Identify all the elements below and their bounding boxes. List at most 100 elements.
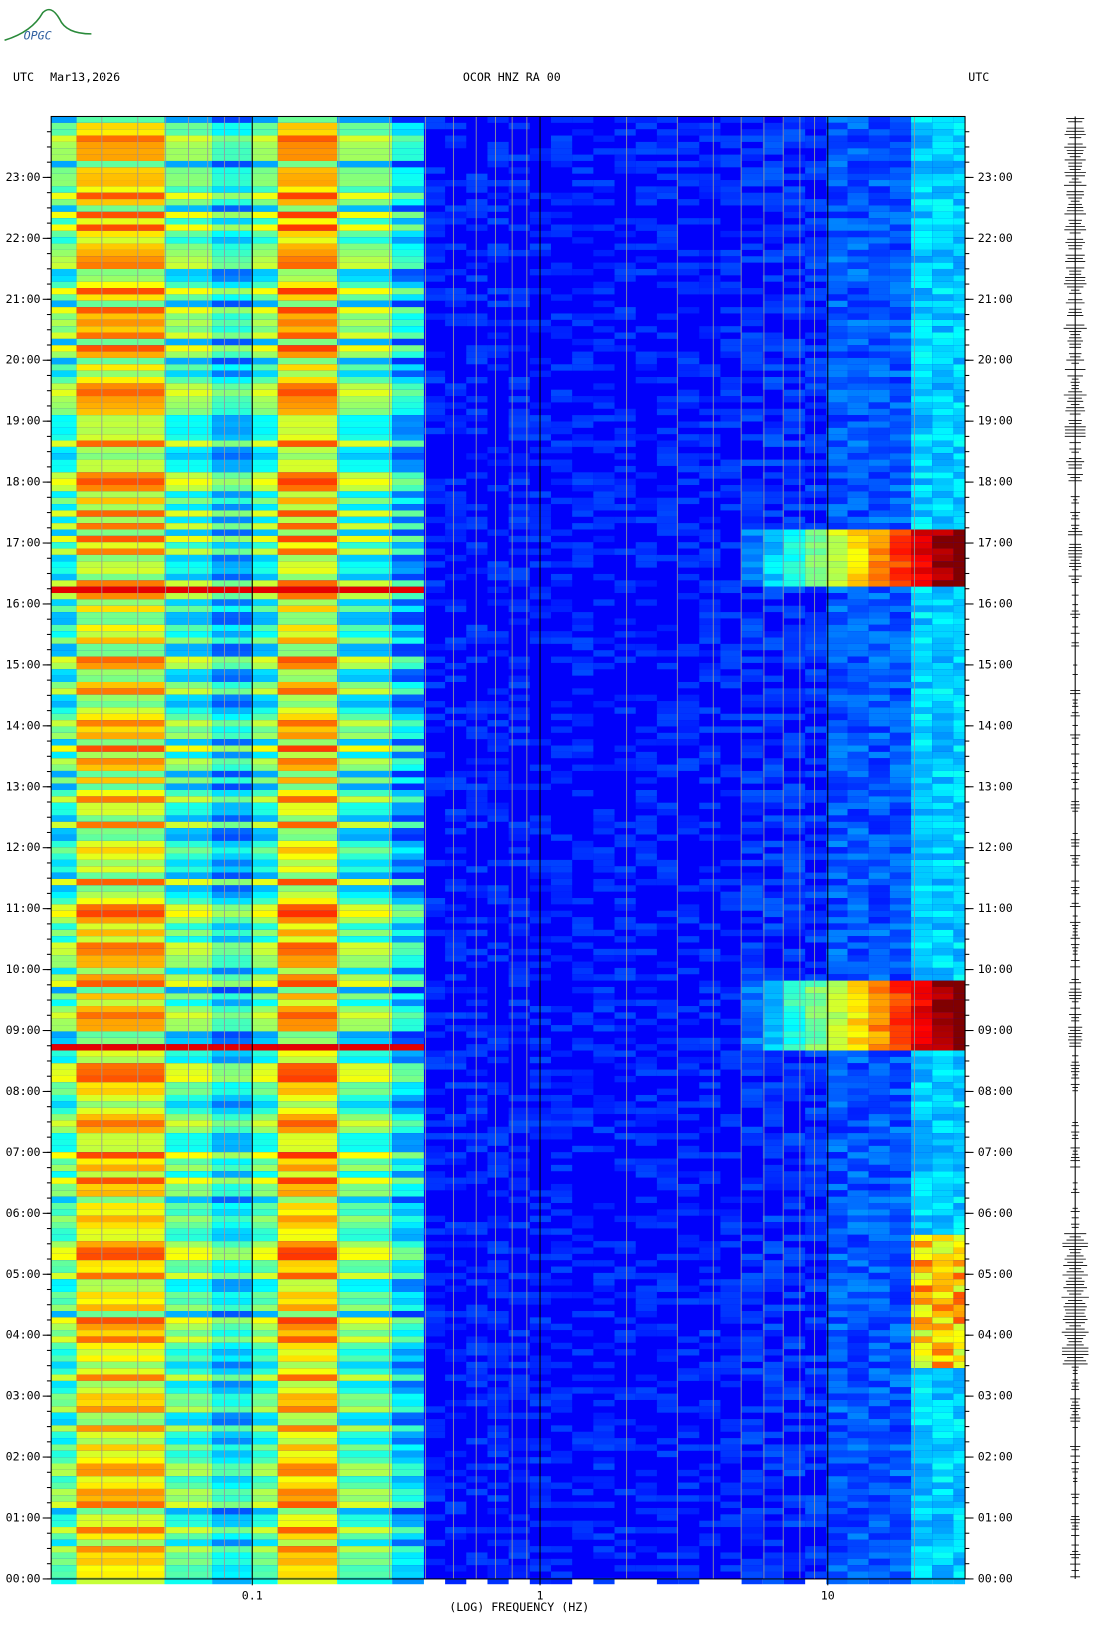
spectrogram-cell [932,1412,954,1420]
spectrogram-cell [847,408,869,416]
spectrogram-cell [847,770,869,778]
spectrogram-cell [76,1279,165,1286]
spectrogram-cell [826,1190,848,1197]
spectrogram-cell [911,1317,933,1324]
spectrogram-cell [392,237,424,244]
spectrogram-cell [337,262,393,269]
spectrogram-cell [699,192,721,200]
spectrogram-cell [487,885,509,892]
spectrogram-cell [487,243,509,250]
spectrogram-cell [868,1196,890,1203]
spectrogram-cell [392,637,424,644]
spectrogram-cell [932,605,954,613]
spectrogram-cell [932,427,954,435]
spectrogram-cell [868,160,890,168]
spectrogram-cell [466,1361,488,1369]
spectrogram-cell [337,313,393,320]
spectrogram-cell [911,1368,933,1375]
spectrogram-cell [826,891,848,899]
spectrogram-cell [572,1069,594,1076]
spectrogram-cell [392,421,424,428]
spectrogram-cell [953,885,966,892]
spectrogram-cell [251,1247,278,1254]
spectrogram-cell [423,898,446,905]
spectrogram-cell [392,523,424,530]
spectrogram-cell [868,1145,890,1153]
spectrogram-cell [277,669,338,676]
spectrogram-cell [572,967,594,975]
spectrogram-cell [277,1101,338,1108]
spectrogram-cell [251,1425,278,1432]
spectrogram-cell [741,154,763,161]
spectrogram-cell [251,745,278,752]
spectrogram-cell [466,1374,488,1381]
spectrogram-cell [889,1349,912,1356]
spectrogram-cell [593,859,615,867]
spectrogram-cell [932,135,954,142]
spectrogram-cell [953,1063,966,1070]
spectrogram-cell [783,662,806,670]
spectrogram-cell [551,891,573,899]
spectrogram-cell [392,1152,424,1159]
spectrogram-cell [783,338,806,346]
spectrogram-cell [889,840,912,848]
spectrogram-cell [847,421,869,428]
spectrogram-cell [392,1260,424,1267]
spectrogram-cell [741,898,763,905]
spectrogram-cell [678,764,700,771]
spectrogram-cell [741,332,763,339]
spectrogram-cell [953,1037,966,1045]
spectrogram-cell [251,446,278,454]
spectrogram-cell [572,1018,594,1026]
spectrogram-cell [76,288,165,295]
spectrogram-cell [277,230,338,238]
spectrogram-cell [741,1025,763,1032]
spectrogram-cell [953,262,966,269]
spectrogram-cell [337,275,393,282]
spectrogram-cell [212,122,252,130]
spectrogram-cell [656,878,679,886]
spectrogram-cell [508,1037,530,1045]
spectrogram-cell [508,1342,530,1350]
spectrogram-cell [699,637,721,644]
spectrogram-cell [212,675,252,682]
spectrogram-cell [932,1171,954,1178]
spectrogram-cell [932,554,954,562]
spectrogram-cell [932,1374,954,1381]
spectrogram-cell [51,199,77,206]
spectrogram-cell [805,1228,827,1235]
spectrogram-cell [868,338,890,346]
spectrogram-cell [76,1056,165,1064]
spectrogram-cell [783,605,806,613]
spectrogram-cell [741,1069,763,1076]
spectrogram-cell [911,993,933,1000]
spectrogram-cell [337,1234,393,1242]
spectrogram-cell [423,1304,446,1312]
spectrogram-cell [847,1120,869,1127]
spectrogram-cell [76,1209,165,1216]
spectrogram-cell [337,434,393,441]
spectrogram-cell [847,637,869,644]
spectrogram-cell [932,955,954,962]
spectrogram-cell [889,961,912,968]
spectrogram-cell [76,859,165,867]
spectrogram-cell [445,878,467,886]
spectrogram-cell [277,1399,338,1407]
spectrogram-cell [76,815,165,822]
spectrogram-cell [51,675,77,682]
spectrogram-cell [762,345,784,352]
spectrogram-cell [847,1202,869,1210]
spectrogram-cell [251,154,278,161]
spectrogram-cell [783,389,806,397]
spectrogram-cell [678,1044,700,1051]
spectrogram-cell [51,554,77,562]
spectrogram-cell [277,319,338,327]
spectrogram-cell [51,961,77,968]
spectrogram-cell [720,1425,742,1432]
spectrogram-cell [953,1202,966,1210]
spectrogram-cell [656,186,679,193]
spectrogram-cell [953,1260,966,1267]
spectrogram-cell [847,1088,869,1095]
spectrogram-cell [932,262,954,269]
spectrogram-cell [889,1298,912,1305]
